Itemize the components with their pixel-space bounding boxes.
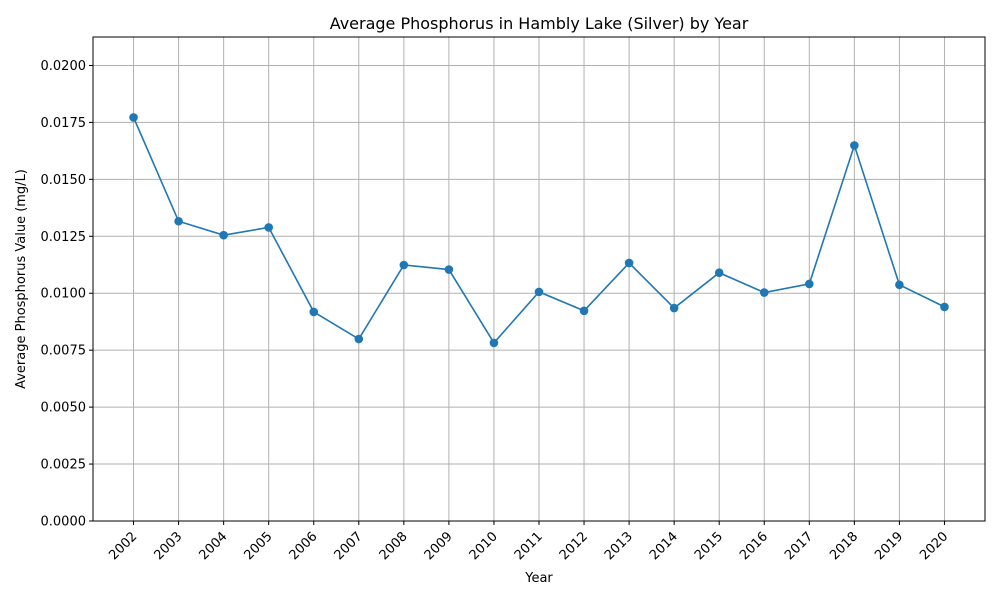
data-point bbox=[129, 113, 138, 122]
x-axis-label: Year bbox=[524, 571, 553, 586]
data-point bbox=[759, 288, 769, 297]
data-point bbox=[264, 223, 273, 232]
data-point bbox=[669, 303, 679, 313]
y-tick-label: 0.0200 bbox=[41, 59, 87, 74]
data-point bbox=[805, 279, 814, 289]
chart-title: Average Phosphorus in Hambly Lake (Silve… bbox=[330, 14, 749, 33]
data-point bbox=[714, 268, 724, 278]
data-point bbox=[850, 141, 859, 150]
y-tick-label: 0.0100 bbox=[41, 287, 87, 302]
data-point bbox=[489, 338, 499, 348]
data-point bbox=[399, 260, 409, 270]
y-tick-label: 0.0000 bbox=[41, 515, 87, 530]
y-axis-label: Average Phosphorus Value (mg/L) bbox=[14, 169, 29, 389]
data-point bbox=[309, 307, 319, 317]
data-point bbox=[534, 287, 544, 297]
series-layer bbox=[129, 113, 949, 348]
data-point bbox=[354, 334, 364, 344]
data-point bbox=[219, 230, 228, 240]
y-tick-label: 0.0050 bbox=[41, 401, 87, 416]
data-point bbox=[895, 280, 904, 290]
y-tick-label: 0.0075 bbox=[41, 344, 87, 359]
y-tick-label: 0.0025 bbox=[41, 458, 87, 473]
data-point bbox=[579, 306, 589, 316]
y-tick-label: 0.0175 bbox=[41, 116, 87, 131]
grid-layer bbox=[93, 37, 985, 522]
data-point bbox=[940, 302, 949, 312]
data-point bbox=[444, 265, 454, 274]
data-point bbox=[174, 216, 183, 226]
y-tick-label: 0.0150 bbox=[41, 173, 87, 188]
data-point bbox=[624, 258, 634, 268]
y-tick-label: 0.0125 bbox=[41, 230, 87, 245]
